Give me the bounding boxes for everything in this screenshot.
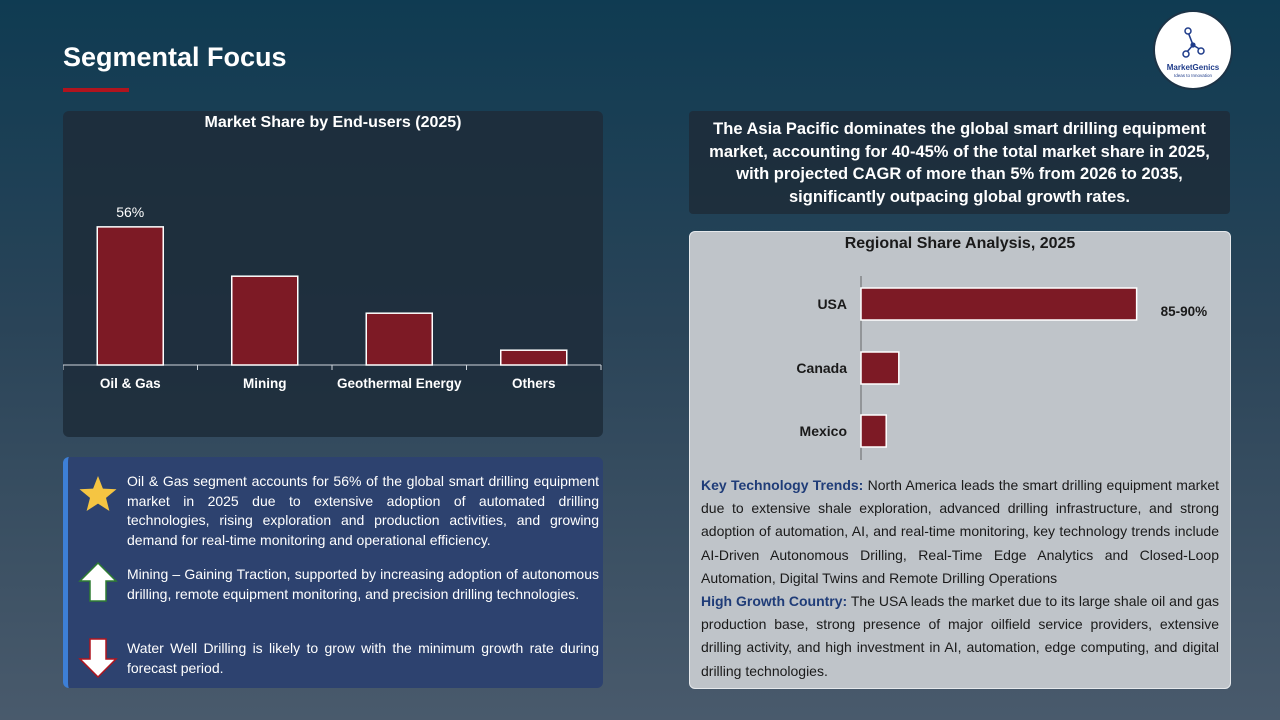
growth-text: The USA leads the market due to its larg…: [701, 593, 1219, 679]
end-user-chart-panel: Market Share by End-users (2025) Oil & G…: [63, 111, 603, 437]
network-icon: [1182, 27, 1205, 58]
trends-heading: Key Technology Trends:: [701, 477, 864, 493]
y-tick-label: Canada: [796, 360, 847, 376]
insight-text-water-well: Water Well Drilling is likely to grow wi…: [127, 640, 599, 676]
company-logo: MarketGenics Ideas to Innovation: [1155, 12, 1231, 88]
regional-share-panel: Regional Share Analysis, 2025 USA 85-90% C…: [689, 231, 1231, 689]
x-tick-label: Geothermal Energy: [337, 376, 462, 391]
insight-text-oil-gas: Oil & Gas segment accounts for 56% of th…: [127, 473, 599, 548]
page-title: Segmental Focus: [63, 42, 287, 72]
bar: [860, 414, 887, 448]
bar: [96, 226, 164, 366]
growth-heading: High Growth Country:: [701, 593, 848, 610]
bar: [231, 275, 299, 366]
regional-bar-chart: USA 85-90% Canada Mexico: [796, 276, 1208, 460]
data-label: 56%: [116, 204, 144, 220]
insights-panel: Oil & Gas segment accounts for 56% of th…: [63, 457, 603, 688]
x-tick-label: Mining: [243, 376, 287, 391]
trends-text: North America leads the smart drilling e…: [701, 477, 1220, 586]
arrow-down-icon: [78, 638, 118, 679]
trends-paragraph: Key Technology Trends: North America lea…: [701, 474, 1219, 683]
y-tick-label: Mexico: [800, 423, 847, 439]
highlight-panel: The Asia Pacific dominates the global sm…: [689, 111, 1230, 214]
bar: [860, 287, 1138, 321]
logo-tagline: Ideas to Innovation: [1173, 73, 1213, 78]
chart-title: Market Share by End-users (2025): [204, 114, 462, 131]
star-icon: [79, 476, 117, 511]
data-label: 85-90%: [1161, 304, 1208, 319]
insight-text-mining: Mining – Gaining Traction, supported by …: [127, 566, 599, 602]
x-tick-label: Oil & Gas: [100, 376, 161, 391]
arrow-up-icon: [78, 561, 118, 602]
bar: [500, 349, 568, 366]
bar: [860, 351, 900, 385]
end-user-bar-chart: Oil & Gas 56% Mining Geothermal Energy Other…: [63, 204, 602, 391]
title-underline: [63, 88, 129, 92]
bar: [365, 312, 433, 366]
highlight-text: The Asia Pacific dominates the global sm…: [709, 120, 1210, 206]
x-tick-label: Others: [512, 376, 556, 391]
regional-chart-title: Regional Share Analysis, 2025: [844, 235, 1076, 252]
logo-name: MarketGenics: [1166, 63, 1220, 72]
y-tick-label: USA: [817, 296, 847, 312]
